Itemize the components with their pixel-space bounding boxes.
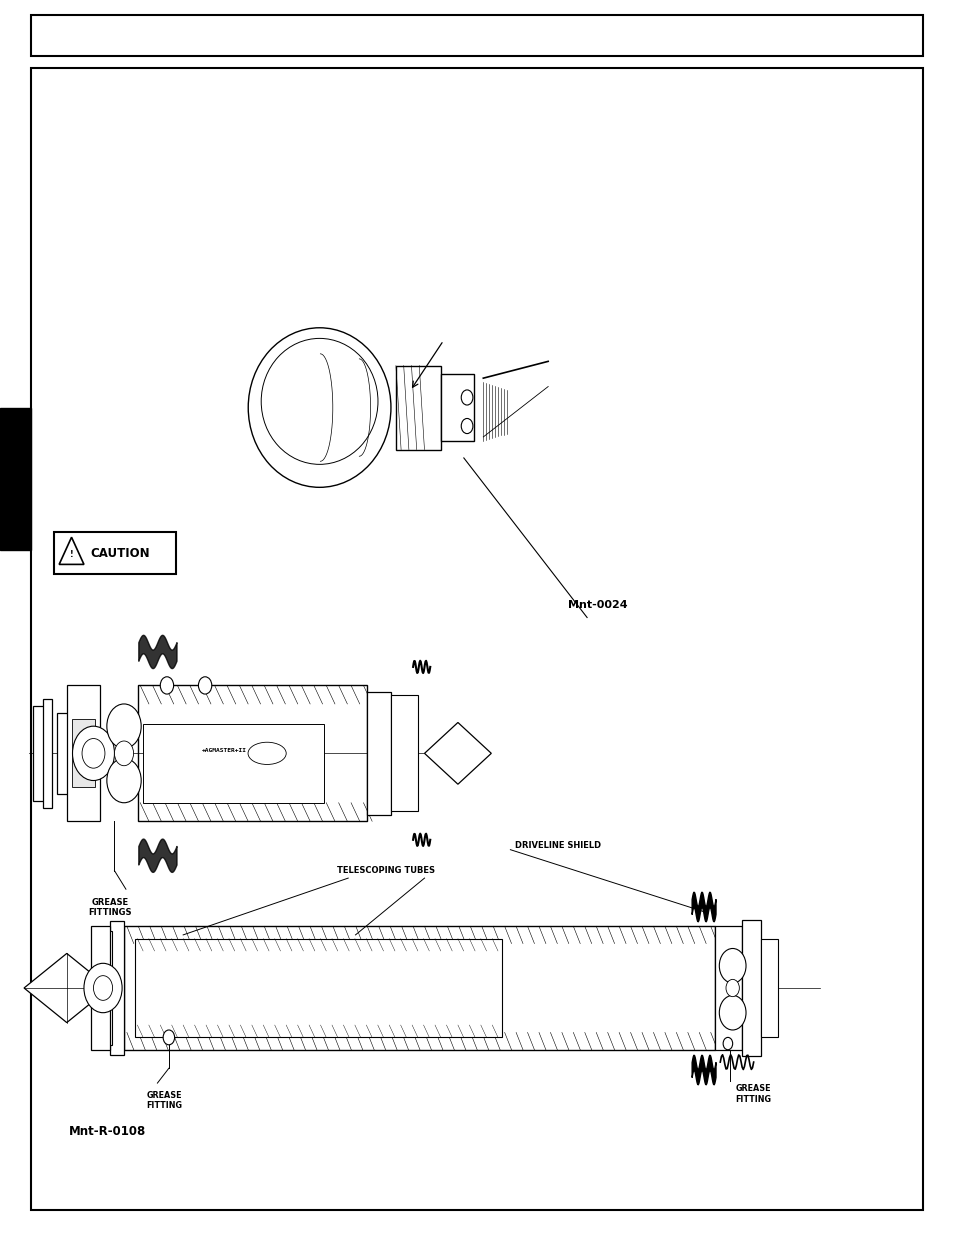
Circle shape xyxy=(84,963,122,1013)
Text: Mnt-0024: Mnt-0024 xyxy=(567,600,626,610)
Ellipse shape xyxy=(248,742,286,764)
Circle shape xyxy=(719,948,745,983)
Circle shape xyxy=(72,726,114,781)
Circle shape xyxy=(82,739,105,768)
Bar xyxy=(391,695,417,811)
Bar xyxy=(143,724,324,803)
Circle shape xyxy=(722,1037,732,1050)
Bar xyxy=(43,699,52,808)
Bar xyxy=(760,939,778,1037)
Bar xyxy=(0,408,30,550)
Text: CAUTION: CAUTION xyxy=(91,547,151,559)
Bar xyxy=(91,926,110,1050)
Circle shape xyxy=(114,741,133,766)
Circle shape xyxy=(93,976,112,1000)
Bar xyxy=(367,692,391,815)
Bar xyxy=(741,920,760,1056)
Bar xyxy=(100,931,112,1045)
Text: Mnt-R-0108: Mnt-R-0108 xyxy=(69,1125,146,1137)
Circle shape xyxy=(198,677,212,694)
Circle shape xyxy=(163,1030,174,1045)
Circle shape xyxy=(460,390,473,405)
Bar xyxy=(67,685,100,821)
Bar xyxy=(110,921,124,1055)
Text: GREASE
FITTINGS: GREASE FITTINGS xyxy=(88,898,132,918)
Bar xyxy=(54,532,176,574)
Text: DRIVELINE SHIELD: DRIVELINE SHIELD xyxy=(515,841,600,851)
Bar xyxy=(715,926,741,1050)
Ellipse shape xyxy=(261,338,377,464)
Circle shape xyxy=(107,704,141,748)
Bar xyxy=(71,719,95,788)
Circle shape xyxy=(725,979,739,997)
Circle shape xyxy=(719,995,745,1030)
Polygon shape xyxy=(59,537,84,564)
Bar xyxy=(138,685,367,821)
Bar xyxy=(124,926,715,1050)
Polygon shape xyxy=(424,722,491,784)
Bar xyxy=(135,939,501,1037)
Text: +AGMASTER+II: +AGMASTER+II xyxy=(201,748,247,753)
Text: TELESCOPING TUBES: TELESCOPING TUBES xyxy=(337,866,435,876)
Ellipse shape xyxy=(248,327,391,488)
Circle shape xyxy=(107,758,141,803)
Bar xyxy=(31,15,922,56)
Bar xyxy=(57,713,69,794)
Bar xyxy=(441,374,474,441)
Circle shape xyxy=(160,677,173,694)
Text: GREASE
FITTING: GREASE FITTING xyxy=(146,1091,182,1110)
Bar xyxy=(395,366,441,450)
Text: !: ! xyxy=(70,550,73,559)
Text: GREASE
FITTING: GREASE FITTING xyxy=(735,1084,771,1104)
Circle shape xyxy=(460,419,473,433)
Polygon shape xyxy=(24,953,110,1023)
Bar xyxy=(33,706,51,802)
